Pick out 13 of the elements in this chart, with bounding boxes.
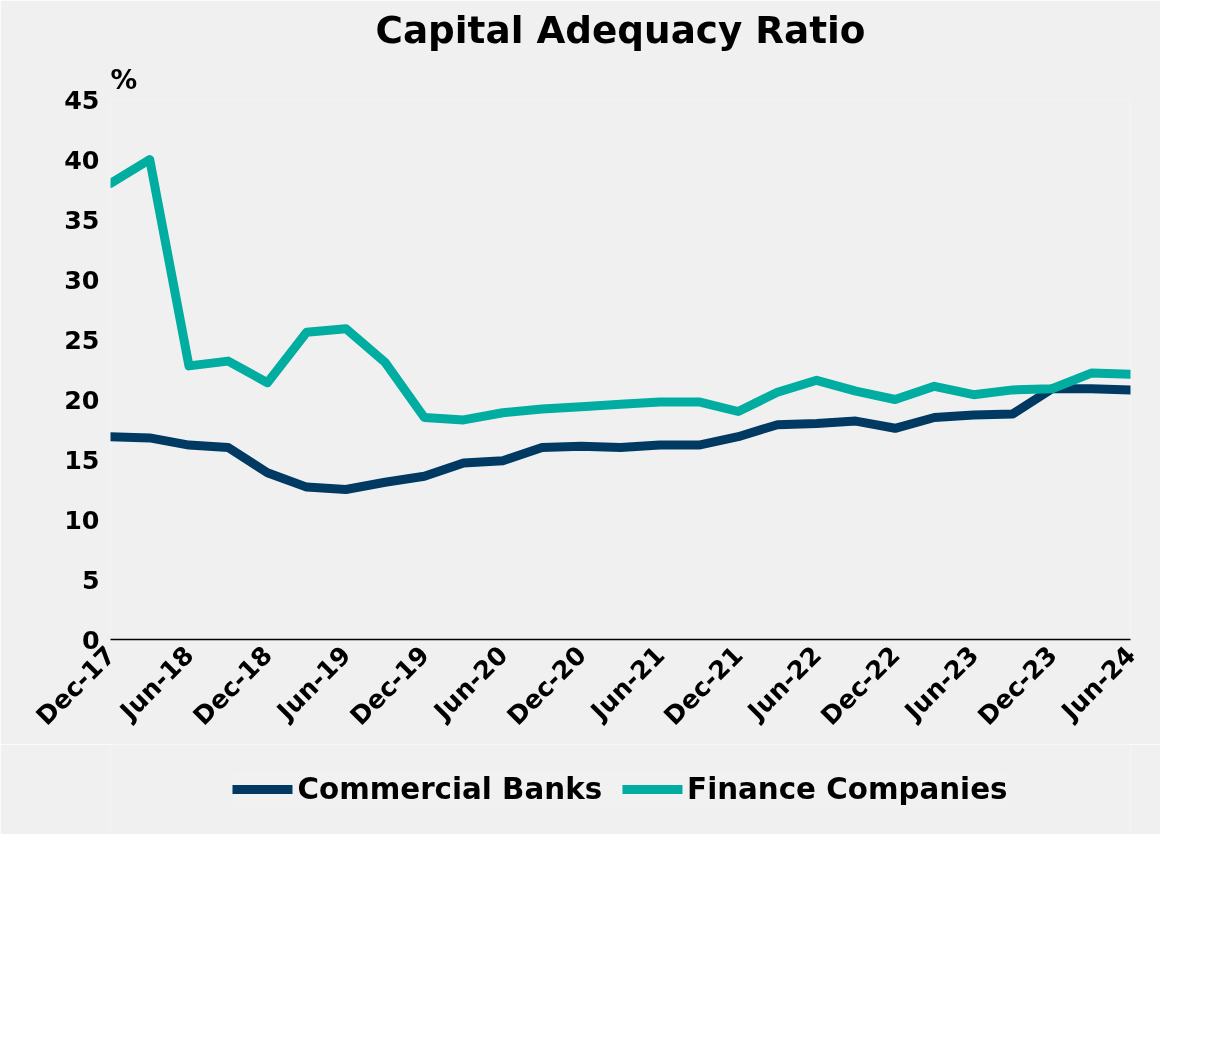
y-tick-label: 25 xyxy=(64,324,100,355)
y-tick-label: 40 xyxy=(64,144,100,175)
chart-title: Capital Adequacy Ratio xyxy=(375,7,866,52)
y-tick-label: 30 xyxy=(64,264,100,295)
y-tick-label: 5 xyxy=(81,564,100,595)
y-tick-label: 35 xyxy=(64,204,100,235)
y-axis-title: % xyxy=(110,63,138,95)
legend-label: Commercial Banks xyxy=(297,772,603,806)
y-tick-label: 15 xyxy=(64,444,100,475)
legend-label: Finance Companies xyxy=(687,772,1008,806)
y-tick-label: 45 xyxy=(64,84,100,115)
y-tick-label: 20 xyxy=(64,384,100,415)
y-tick-label: 10 xyxy=(64,504,100,535)
